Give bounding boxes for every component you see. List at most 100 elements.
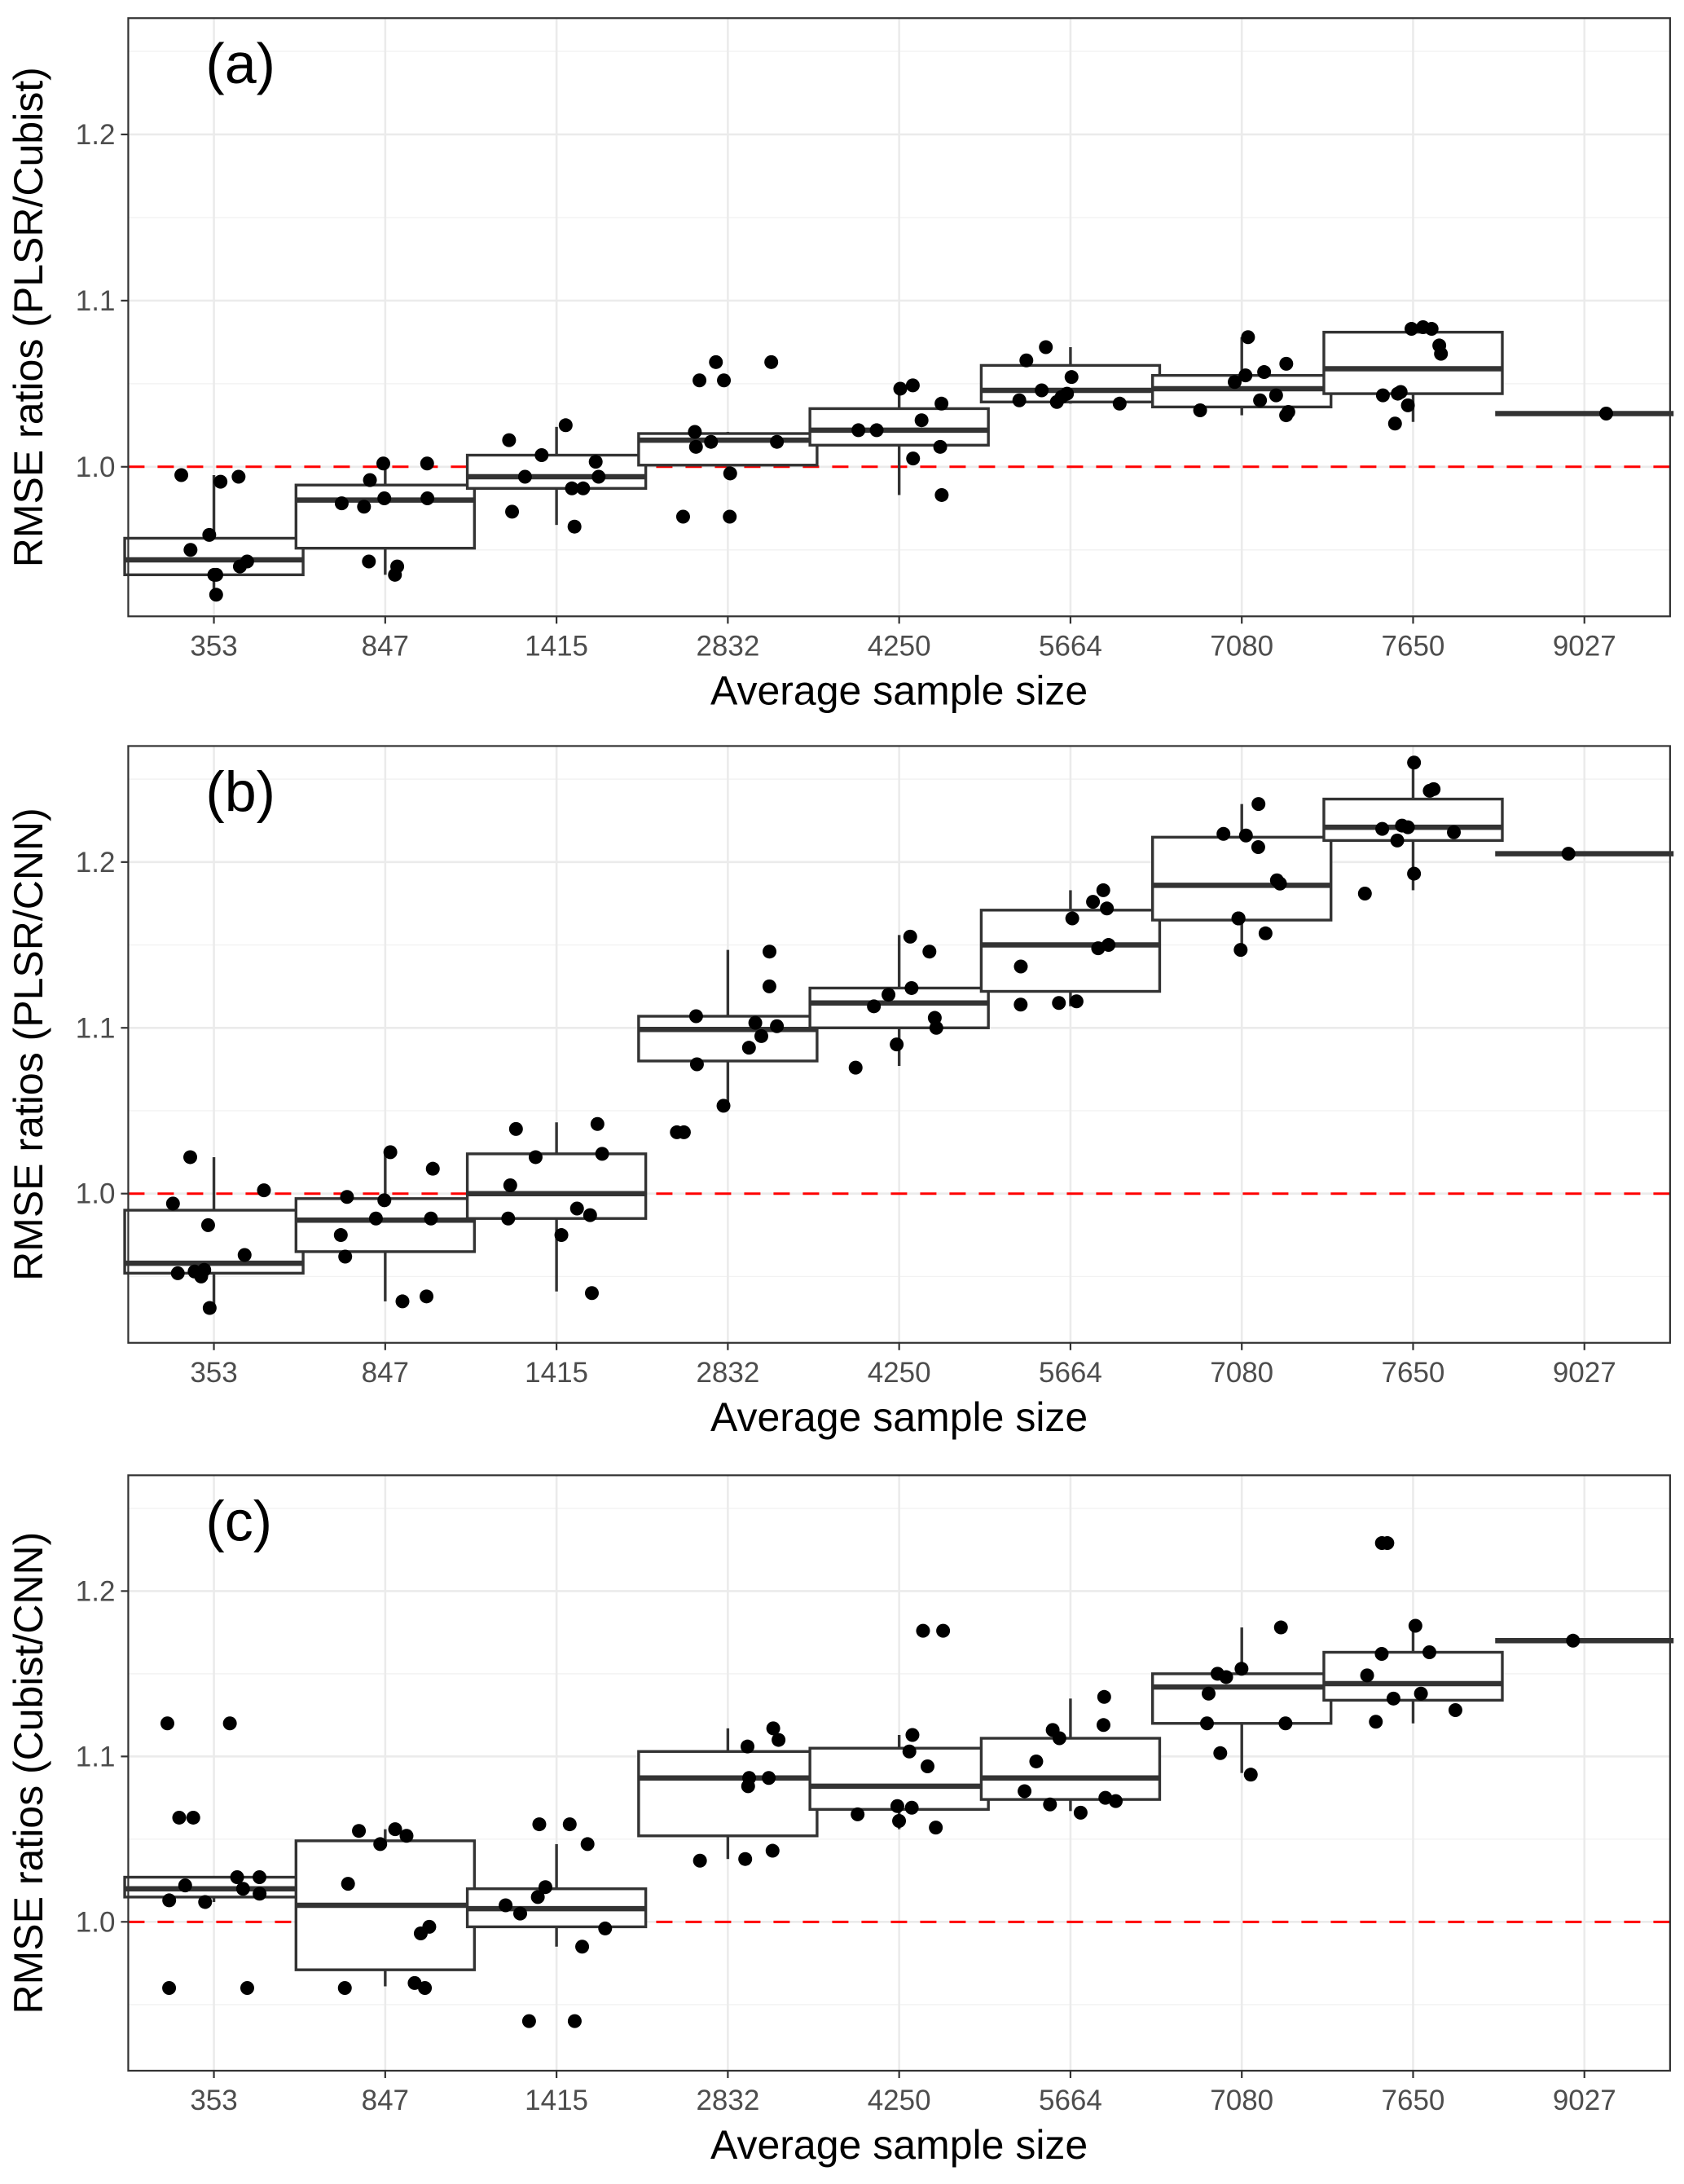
x-tick-label: 7650 bbox=[1382, 1357, 1445, 1389]
x-tick-label: 9027 bbox=[1553, 630, 1616, 662]
data-point bbox=[1374, 1536, 1389, 1551]
data-point bbox=[231, 469, 246, 484]
data-point bbox=[341, 1877, 355, 1891]
data-point bbox=[1598, 407, 1613, 421]
data-point bbox=[890, 1037, 904, 1052]
data-point bbox=[1202, 1686, 1216, 1701]
panel-label: (b) bbox=[205, 760, 275, 823]
data-point bbox=[688, 1009, 703, 1024]
data-point bbox=[230, 1870, 244, 1885]
data-point bbox=[388, 567, 402, 582]
data-point bbox=[716, 1099, 731, 1113]
data-point bbox=[240, 1980, 254, 1995]
x-tick-label: 847 bbox=[362, 1357, 409, 1389]
data-point bbox=[869, 423, 884, 438]
y-tick-label: 1.1 bbox=[76, 1012, 116, 1044]
data-point bbox=[575, 1940, 590, 1954]
data-point bbox=[420, 491, 435, 506]
data-point bbox=[1100, 901, 1115, 916]
data-point bbox=[914, 413, 929, 428]
y-tick-label: 1.0 bbox=[76, 1178, 116, 1210]
data-point bbox=[689, 1057, 704, 1072]
data-point bbox=[903, 929, 917, 944]
x-tick-label: 5664 bbox=[1039, 2085, 1102, 2116]
panel-label: (c) bbox=[205, 1489, 272, 1552]
data-point bbox=[1400, 820, 1415, 834]
data-point bbox=[1407, 755, 1422, 770]
x-tick-label: 7650 bbox=[1382, 2085, 1445, 2116]
box-1415 bbox=[465, 1122, 648, 1292]
y-tick-label: 1.1 bbox=[76, 285, 116, 317]
data-point bbox=[170, 1266, 185, 1280]
x-tick-label: 1415 bbox=[525, 2085, 588, 2116]
data-point bbox=[1193, 403, 1207, 417]
data-point bbox=[237, 1248, 252, 1262]
data-point bbox=[738, 1852, 753, 1866]
data-point bbox=[1065, 911, 1079, 926]
data-point bbox=[1258, 926, 1273, 940]
data-point bbox=[688, 439, 703, 454]
data-point bbox=[1360, 1668, 1374, 1683]
data-point bbox=[501, 1211, 516, 1226]
data-point bbox=[162, 1980, 177, 1995]
data-point bbox=[1233, 943, 1248, 958]
data-point bbox=[373, 1837, 388, 1852]
data-point bbox=[709, 354, 723, 369]
data-point bbox=[567, 519, 582, 534]
data-point bbox=[905, 378, 920, 393]
data-point bbox=[741, 1041, 756, 1055]
x-tick-label: 7080 bbox=[1210, 1357, 1273, 1389]
y-axis-title: RMSE ratios (PLSR/CNN) bbox=[6, 808, 51, 1281]
data-point bbox=[1375, 388, 1390, 403]
data-point bbox=[377, 1193, 392, 1208]
data-point bbox=[936, 1623, 951, 1638]
box-7650 bbox=[1322, 762, 1504, 891]
data-point bbox=[499, 1898, 513, 1913]
data-point bbox=[202, 1301, 217, 1315]
data-point bbox=[595, 1147, 609, 1161]
data-point bbox=[253, 1870, 267, 1885]
data-point bbox=[1375, 821, 1390, 836]
box-2832 bbox=[637, 431, 819, 473]
x-tick-label: 847 bbox=[362, 2085, 409, 2116]
y-tick-label: 1.1 bbox=[76, 1741, 116, 1772]
data-point bbox=[762, 1771, 776, 1786]
data-point bbox=[388, 1822, 402, 1837]
y-tick-label: 1.2 bbox=[76, 847, 116, 878]
data-point bbox=[1422, 783, 1437, 798]
data-point bbox=[1238, 368, 1253, 383]
data-point bbox=[338, 1249, 353, 1264]
data-point bbox=[352, 1824, 367, 1838]
data-point bbox=[763, 944, 777, 959]
data-point bbox=[1096, 883, 1110, 897]
data-point bbox=[376, 456, 390, 471]
x-axis-title: Average sample size bbox=[710, 667, 1088, 713]
data-point bbox=[1268, 388, 1283, 403]
data-point bbox=[377, 491, 392, 506]
data-point bbox=[1278, 1716, 1293, 1731]
x-tick-label: 1415 bbox=[525, 630, 588, 662]
data-point bbox=[209, 567, 224, 582]
data-point bbox=[1422, 1645, 1437, 1659]
data-point bbox=[906, 451, 921, 466]
panel-label: (a) bbox=[205, 32, 275, 95]
box-body bbox=[979, 909, 1162, 993]
x-axis-title: Average sample size bbox=[710, 2122, 1088, 2168]
data-point bbox=[558, 418, 573, 433]
data-point bbox=[1018, 1784, 1032, 1799]
data-point bbox=[368, 1211, 383, 1226]
data-point bbox=[567, 2014, 582, 2028]
box-2832 bbox=[637, 949, 819, 1106]
data-point bbox=[882, 988, 896, 1002]
data-point bbox=[904, 980, 919, 995]
data-point bbox=[1273, 1620, 1288, 1635]
data-point bbox=[528, 1150, 543, 1165]
data-point bbox=[186, 1810, 200, 1825]
box-body bbox=[808, 986, 990, 1029]
data-point bbox=[893, 381, 908, 396]
data-point bbox=[1407, 866, 1422, 881]
data-point bbox=[1213, 1746, 1228, 1760]
data-point bbox=[407, 1975, 422, 1990]
data-point bbox=[576, 481, 591, 495]
